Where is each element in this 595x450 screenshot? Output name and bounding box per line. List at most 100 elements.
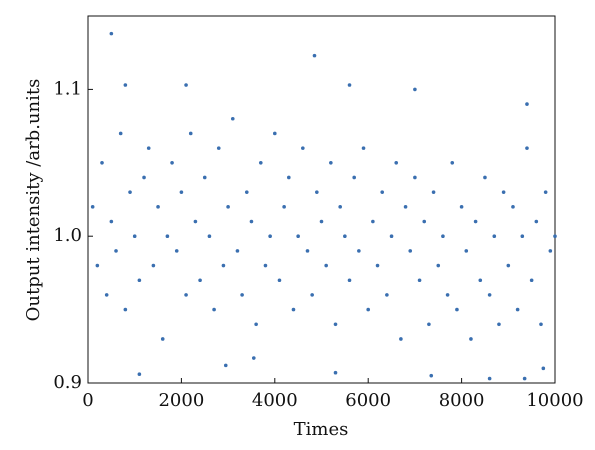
x-tick-label: 10000 xyxy=(526,390,583,411)
data-point xyxy=(273,131,277,136)
x-tick-label: 0 xyxy=(82,390,93,411)
data-point xyxy=(146,146,151,150)
x-axis-label: Times xyxy=(294,419,349,440)
data-point xyxy=(553,234,557,238)
data-point xyxy=(431,190,436,194)
data-point xyxy=(394,161,399,165)
data-point xyxy=(226,205,230,209)
data-point xyxy=(473,219,478,224)
data-point xyxy=(445,293,450,297)
data-point xyxy=(422,219,427,224)
data-point xyxy=(459,205,464,209)
data-point xyxy=(483,175,487,180)
data-point xyxy=(212,307,216,312)
data-point xyxy=(282,205,286,209)
data-point xyxy=(539,322,543,327)
data-point xyxy=(511,205,515,209)
data-point xyxy=(352,175,356,180)
data-point xyxy=(235,249,240,253)
data-point xyxy=(202,175,207,180)
data-point xyxy=(184,83,188,87)
data-point xyxy=(487,376,492,381)
data-point xyxy=(287,175,291,180)
data-point xyxy=(375,263,380,268)
data-point xyxy=(315,190,319,194)
data-point xyxy=(487,293,492,297)
data-point xyxy=(132,234,137,238)
x-tick-label: 8000 xyxy=(439,390,485,411)
x-tick-label: 2000 xyxy=(158,390,204,411)
data-point xyxy=(541,366,546,371)
data-point xyxy=(151,263,156,268)
y-tick-label: 1.1 xyxy=(53,78,82,99)
data-point xyxy=(137,372,142,376)
data-point xyxy=(522,376,527,381)
data-point xyxy=(174,249,179,253)
data-point xyxy=(221,263,226,268)
data-point xyxy=(534,219,539,224)
data-point xyxy=(343,234,347,238)
data-point xyxy=(109,219,114,224)
data-point xyxy=(333,370,338,375)
data-point xyxy=(137,278,142,283)
data-point xyxy=(515,307,520,312)
data-point xyxy=(277,278,282,283)
data-point xyxy=(429,373,434,378)
data-point xyxy=(478,278,483,283)
data-point xyxy=(251,356,256,360)
data-point xyxy=(413,87,417,92)
data-point xyxy=(223,363,228,368)
data-point xyxy=(198,278,202,283)
data-point xyxy=(366,307,371,312)
data-point xyxy=(492,234,497,238)
data-point xyxy=(441,234,445,238)
data-point xyxy=(123,83,128,87)
data-point xyxy=(436,263,441,268)
data-point xyxy=(230,116,235,121)
data-point xyxy=(263,263,268,268)
data-point xyxy=(305,249,310,253)
data-point xyxy=(371,219,375,224)
data-point xyxy=(160,337,165,341)
data-point xyxy=(385,293,389,297)
data-point xyxy=(193,219,198,224)
data-point xyxy=(216,146,221,150)
data-point xyxy=(548,249,553,253)
data-point xyxy=(179,190,184,194)
y-tick-label: 1.0 xyxy=(53,225,82,246)
data-point xyxy=(357,249,361,253)
data-point xyxy=(338,205,342,209)
data-point xyxy=(380,190,385,194)
data-point xyxy=(118,131,123,136)
data-point xyxy=(347,278,352,283)
data-point xyxy=(525,102,529,106)
data-point xyxy=(389,234,394,238)
data-point xyxy=(240,293,244,297)
data-point xyxy=(301,146,305,150)
data-point xyxy=(184,293,188,297)
data-point xyxy=(268,234,272,238)
data-point xyxy=(543,190,548,194)
y-axis-label: Output intensity /arb.units xyxy=(23,79,44,322)
data-point xyxy=(427,322,431,327)
data-point xyxy=(417,278,422,283)
data-point xyxy=(450,161,455,165)
data-point xyxy=(170,161,174,165)
plot-frame xyxy=(87,15,556,384)
data-point xyxy=(455,307,459,312)
data-point xyxy=(249,219,254,224)
data-point xyxy=(324,263,328,268)
x-tick-label: 4000 xyxy=(252,390,298,411)
data-point xyxy=(403,205,408,209)
data-point xyxy=(188,131,193,136)
data-point xyxy=(254,322,258,327)
data-point xyxy=(95,263,100,268)
data-point xyxy=(296,234,300,238)
data-point xyxy=(104,293,109,297)
data-point xyxy=(469,337,473,341)
data-point xyxy=(312,53,317,58)
data-point xyxy=(123,307,128,312)
data-point xyxy=(291,307,296,312)
